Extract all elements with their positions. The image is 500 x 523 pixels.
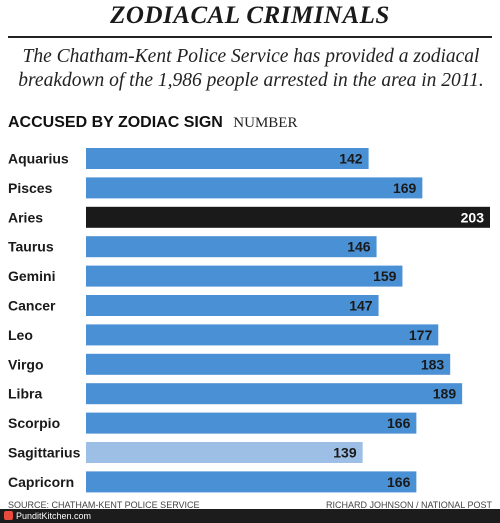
site-footer: PunditKitchen.com bbox=[0, 509, 500, 523]
bar-cancer bbox=[86, 295, 379, 316]
value-label-gemini: 159 bbox=[373, 268, 397, 284]
graphic-credit: RICHARD JOHNSON / NATIONAL POST bbox=[325, 500, 492, 510]
category-label-aquarius: Aquarius bbox=[8, 151, 69, 167]
category-label-libra: Libra bbox=[8, 386, 42, 402]
category-label-virgo: Virgo bbox=[8, 356, 44, 372]
chart-heading: ACCUSED BY ZODIAC SIGN NUMBER bbox=[8, 114, 297, 132]
bar-capricorn bbox=[86, 471, 417, 493]
category-label-leo: Leo bbox=[8, 327, 33, 343]
category-label-pisces: Pisces bbox=[8, 180, 53, 196]
subtitle: The Chatham-Kent Police Service has prov… bbox=[18, 46, 484, 91]
value-label-scorpio: 166 bbox=[387, 415, 411, 431]
category-label-taurus: Taurus bbox=[8, 239, 54, 255]
bar-aries bbox=[86, 206, 490, 228]
bar-virgo bbox=[86, 353, 451, 375]
category-label-capricorn: Capricorn bbox=[8, 474, 74, 490]
value-label-aries: 203 bbox=[461, 209, 485, 225]
page-title: ZODIACAL CRIMINALS bbox=[110, 2, 390, 29]
bar-taurus bbox=[86, 236, 377, 258]
value-label-taurus: 146 bbox=[347, 239, 371, 255]
value-label-pisces: 169 bbox=[393, 180, 417, 196]
category-label-cancer: Cancer bbox=[8, 298, 56, 314]
bar-leo bbox=[86, 324, 439, 346]
category-label-gemini: Gemini bbox=[8, 268, 55, 284]
value-label-cancer: 147 bbox=[349, 298, 373, 314]
bar-sagittarius bbox=[86, 442, 363, 463]
value-label-capricorn: 166 bbox=[387, 474, 411, 490]
value-label-libra: 189 bbox=[433, 386, 457, 402]
title-divider bbox=[8, 36, 492, 38]
value-label-aquarius: 142 bbox=[339, 151, 363, 167]
bar-aquarius bbox=[86, 148, 369, 169]
source-credit: SOURCE: CHATHAM-KENT POLICE SERVICE bbox=[8, 500, 200, 510]
category-label-aries: Aries bbox=[8, 209, 43, 225]
value-label-virgo: 183 bbox=[421, 356, 445, 372]
chart-heading-unit: NUMBER bbox=[233, 115, 298, 131]
bar-gemini bbox=[86, 265, 403, 287]
value-label-leo: 177 bbox=[409, 327, 433, 343]
source-line: SOURCE: CHATHAM-KENT POLICE SERVICE RICH… bbox=[8, 500, 492, 510]
bar-pisces bbox=[86, 177, 423, 199]
bar-libra bbox=[86, 383, 463, 405]
chart-heading-main: ACCUSED BY ZODIAC SIGN bbox=[8, 114, 223, 131]
site-name: PunditKitchen.com bbox=[16, 511, 92, 521]
site-logo-icon bbox=[4, 511, 13, 520]
bar-chart: Aquarius 142 Pisces 169 Aries 203 Taurus 146 Gem… bbox=[8, 148, 490, 493]
bar-scorpio bbox=[86, 412, 417, 434]
value-label-sagittarius: 139 bbox=[333, 445, 357, 461]
category-label-sagittarius: Sagittarius bbox=[8, 445, 81, 461]
category-label-scorpio: Scorpio bbox=[8, 415, 60, 431]
